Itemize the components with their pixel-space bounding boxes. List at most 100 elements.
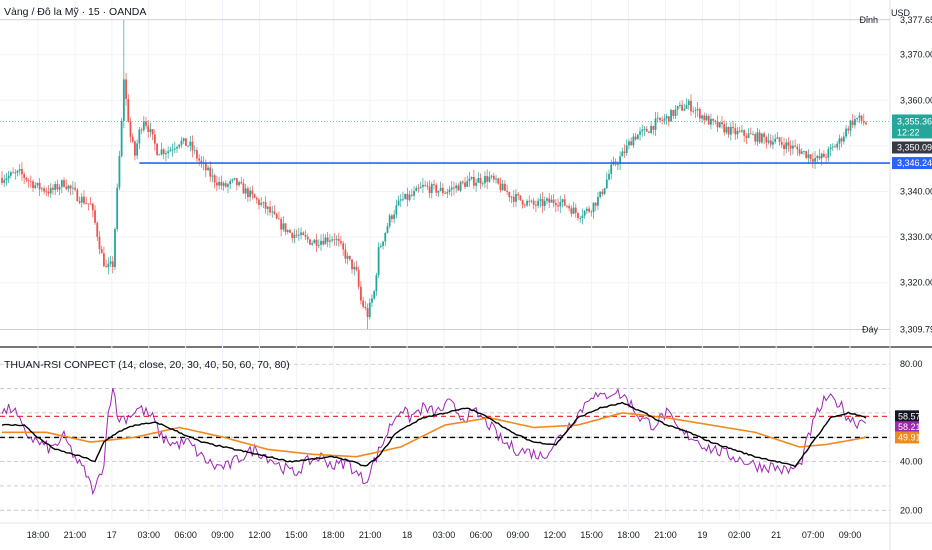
candle-body <box>435 184 438 193</box>
candle-body <box>291 232 294 239</box>
candle-body <box>805 151 808 158</box>
candle-body <box>858 115 861 118</box>
candle-body <box>222 183 225 186</box>
time-tick-label: 06:00 <box>174 530 197 540</box>
candle-body <box>703 115 706 121</box>
candle-body <box>142 121 145 131</box>
candle-body <box>302 232 305 235</box>
candle-body <box>515 193 517 202</box>
candle-body <box>441 187 444 194</box>
candle-body <box>723 124 726 133</box>
candle-body <box>446 191 449 194</box>
candle-body <box>603 188 606 194</box>
candle-body <box>415 187 418 192</box>
candle-body <box>530 200 533 202</box>
candle-body <box>789 145 792 149</box>
candle-body <box>610 164 613 175</box>
candle-body <box>774 138 777 142</box>
candle-body <box>590 211 593 213</box>
candle-body <box>266 206 269 209</box>
candle-body <box>643 128 646 130</box>
candle-body <box>585 208 588 211</box>
candle-body <box>23 174 26 178</box>
candles <box>1 19 867 330</box>
candle-body <box>512 196 515 202</box>
candle-body <box>543 200 546 206</box>
candle-body <box>118 156 121 188</box>
candle-body <box>783 144 785 149</box>
candle-body <box>661 120 664 121</box>
candle-body <box>224 183 227 187</box>
candle-body <box>83 196 85 204</box>
candle-body <box>138 129 141 144</box>
candle-body <box>355 266 358 270</box>
candle-body <box>406 193 409 200</box>
candle-body <box>103 253 105 267</box>
candle-body <box>754 134 757 142</box>
time-tick-label: 21 <box>771 530 781 540</box>
candle-body <box>865 122 867 125</box>
candle-body <box>417 187 420 189</box>
rsi-fast-ma-line <box>1 401 867 468</box>
candle-body <box>780 142 783 145</box>
candle-body <box>419 186 422 189</box>
candle-body <box>794 145 797 147</box>
candle-body <box>721 122 723 125</box>
time-tick-label: 06:00 <box>470 530 493 540</box>
candle-body <box>632 136 635 146</box>
candle-body <box>532 200 535 205</box>
time-tick-label: 03:00 <box>433 530 456 540</box>
candle-body <box>566 205 568 207</box>
candle-body <box>169 149 172 152</box>
candle-body <box>362 300 365 307</box>
candle-body <box>630 141 633 146</box>
candle-body <box>357 269 360 287</box>
candle-body <box>180 140 183 145</box>
candle-body <box>25 177 28 181</box>
candle-body <box>373 291 376 299</box>
candle-body <box>424 184 427 186</box>
candle-body <box>439 187 442 191</box>
price-tick-label: 3,340.000 <box>900 187 932 197</box>
candle-body <box>814 158 816 162</box>
candle-body <box>488 176 491 182</box>
time-tick-label: 19 <box>697 530 707 540</box>
candle-body <box>331 239 333 241</box>
candle-body <box>377 247 380 276</box>
candle-body <box>554 203 557 206</box>
candle-body <box>313 239 316 244</box>
candle-body <box>652 125 655 130</box>
time-tick-label: 15:00 <box>580 530 603 540</box>
candle-body <box>178 144 181 147</box>
candle-body <box>193 150 196 151</box>
candle-body <box>342 243 345 250</box>
candle-body <box>9 172 12 176</box>
candle-body <box>665 116 668 119</box>
indicator-title[interactable]: THUAN-RSI CONPECT (14, close, 20, 30, 40… <box>4 359 290 371</box>
currency-label[interactable]: USD <box>890 8 910 18</box>
candle-body <box>326 237 329 242</box>
candle-body <box>386 226 389 233</box>
candle-body <box>109 261 112 264</box>
candle-body <box>171 149 174 151</box>
price-tick-label: 3,320.000 <box>900 278 932 288</box>
candle-body <box>211 175 214 177</box>
low-tag: Đáy <box>862 324 879 334</box>
candle-body <box>49 187 52 194</box>
candle-body <box>807 154 810 158</box>
candle-body <box>111 261 114 268</box>
candle-body <box>827 149 830 158</box>
rsi-value-text: 58.21 <box>898 422 921 432</box>
rsi-line <box>1 387 867 496</box>
candle-body <box>501 183 504 191</box>
candle-body <box>599 191 602 197</box>
rsi-slow-ma-line <box>2 412 867 458</box>
candle-body <box>736 130 739 135</box>
candle-body <box>284 223 287 232</box>
candle-body <box>328 240 331 242</box>
candle-body <box>127 98 130 122</box>
candle-body <box>375 275 378 292</box>
candle-body <box>129 121 132 137</box>
candle-body <box>264 202 267 209</box>
